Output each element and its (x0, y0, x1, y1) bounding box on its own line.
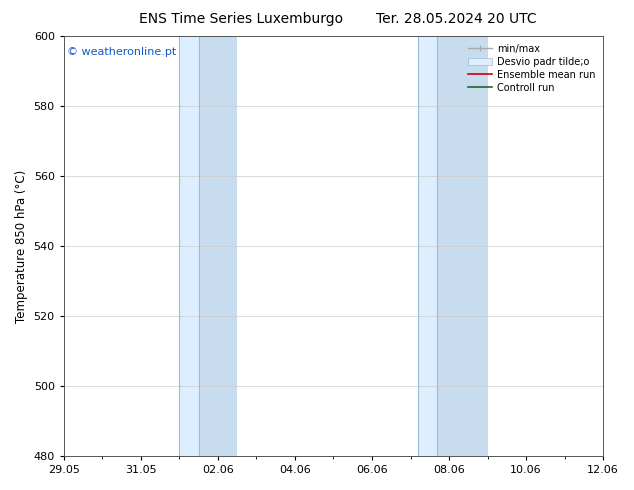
Bar (437, 36, 488, 456)
Y-axis label: Temperature 850 hPa (°C): Temperature 850 hPa (°C) (15, 170, 28, 323)
Text: ENS Time Series Luxemburgo: ENS Time Series Luxemburgo (139, 12, 343, 26)
Text: © weatheronline.pt: © weatheronline.pt (67, 47, 176, 57)
Bar (418, 36, 488, 456)
Text: Ter. 28.05.2024 20 UTC: Ter. 28.05.2024 20 UTC (376, 12, 537, 26)
Legend: min/max, Desvio padr tilde;o, Ensemble mean run, Controll run: min/max, Desvio padr tilde;o, Ensemble m… (465, 41, 598, 96)
Bar (179, 36, 237, 456)
Bar (198, 36, 237, 456)
